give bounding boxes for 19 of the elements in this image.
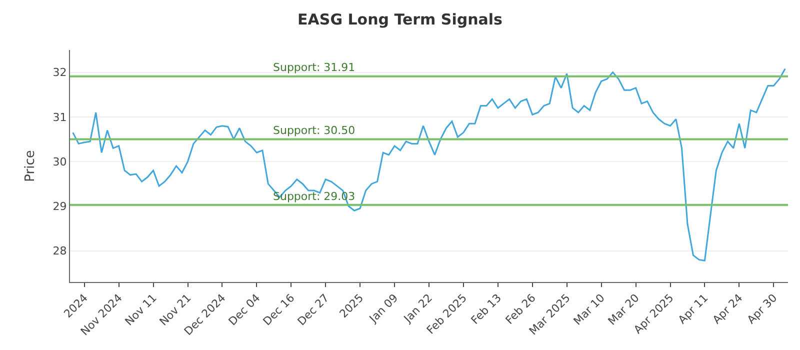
x-tick-label: Dec 27 <box>295 292 332 328</box>
ref-line-label: Support: 30.50 <box>273 124 356 137</box>
x-tick-label: Apr 11 <box>676 292 711 327</box>
x-tick-label: Dec 04 <box>226 292 263 328</box>
y-tick-label: 29 <box>52 200 67 213</box>
x-tick-label: Apr 24 <box>710 292 746 327</box>
x-tick-label: Jan 09 <box>366 292 401 326</box>
y-tick-label: 31 <box>52 110 67 124</box>
chart-title: EASG Long Term Signals <box>298 10 503 28</box>
x-tick-label: Nov 11 <box>122 292 160 328</box>
y-tick-label: 28 <box>52 244 67 258</box>
y-tick-label: 30 <box>52 155 67 168</box>
ref-line-label: Support: 31.91 <box>273 61 356 74</box>
x-tick-label: Feb 13 <box>468 292 504 327</box>
x-tick-label: Mar 10 <box>571 292 608 328</box>
x-tick-label: Apr 30 <box>744 292 780 327</box>
y-axis-title: Price <box>23 150 38 182</box>
x-tick-label: Dec 16 <box>260 292 298 328</box>
y-tick-label: 32 <box>52 66 67 80</box>
